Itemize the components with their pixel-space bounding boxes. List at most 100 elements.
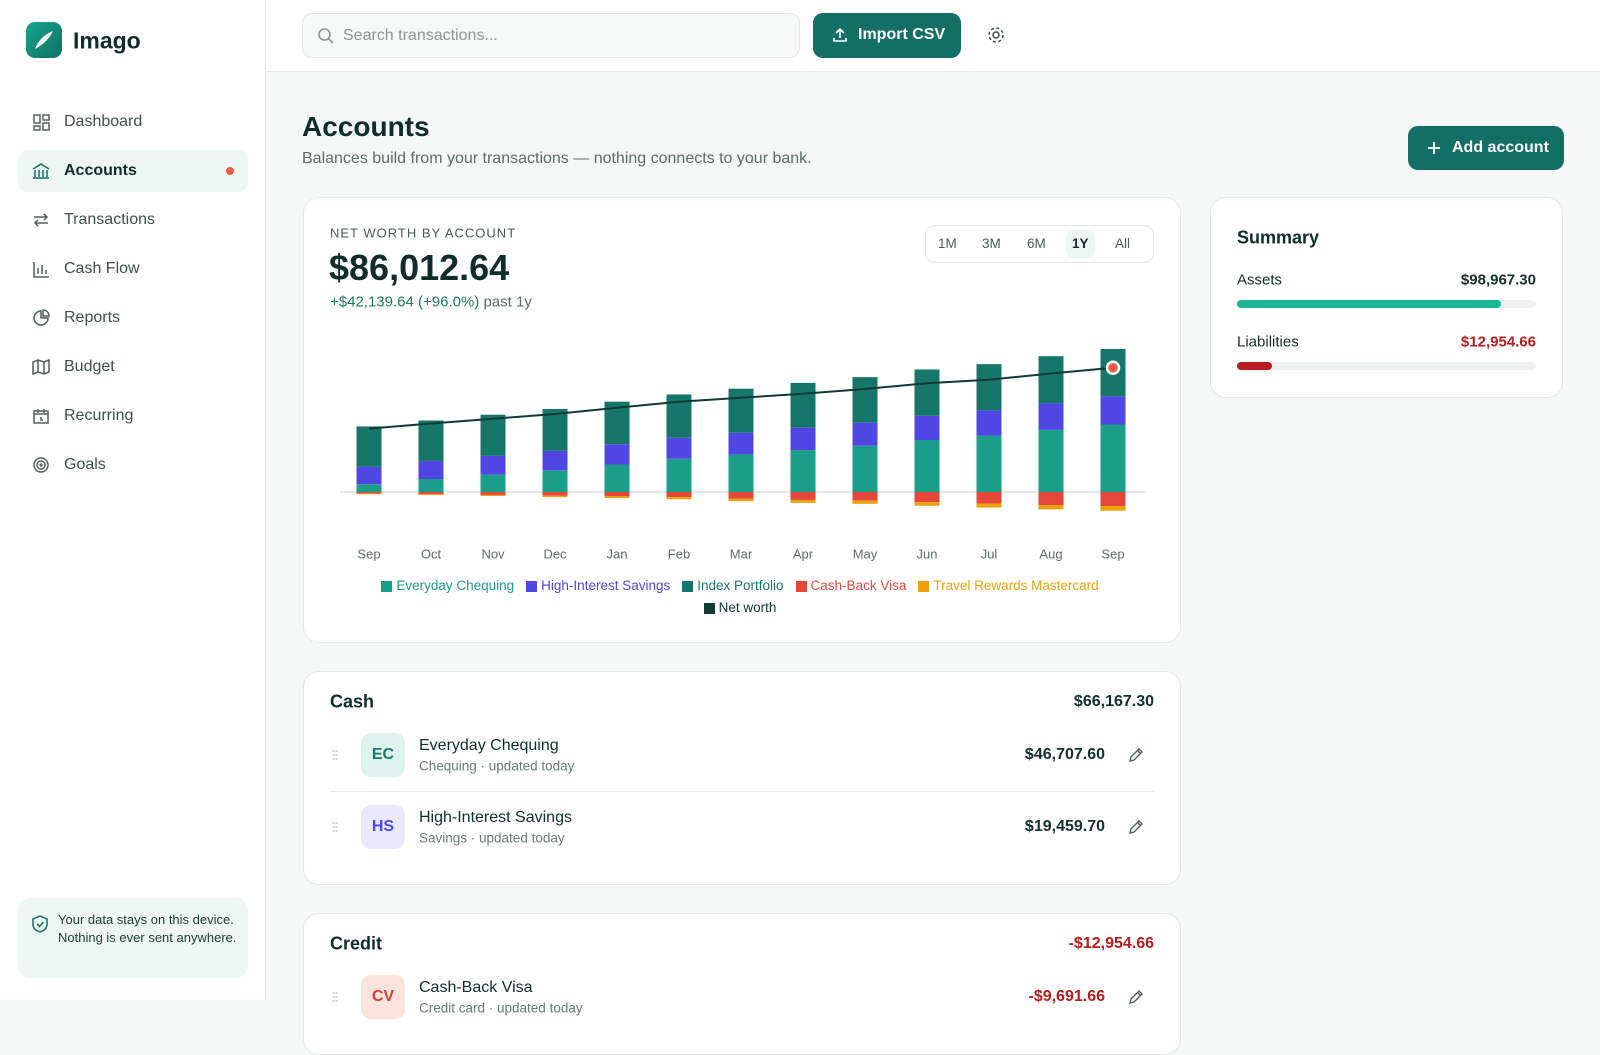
bar-segment bbox=[542, 470, 568, 492]
liabilities-value: $12,954.66 bbox=[1460, 333, 1536, 351]
net-worth-total: $86,012.64 bbox=[329, 247, 510, 288]
drag-handle bbox=[332, 991, 338, 1003]
edit-icon[interactable] bbox=[1127, 988, 1145, 1006]
bar-segment bbox=[914, 369, 940, 416]
bar-segment bbox=[480, 474, 506, 492]
bar-segment bbox=[728, 388, 754, 433]
x-tick-label: Nov bbox=[481, 546, 505, 561]
x-tick-label: Jan bbox=[607, 546, 628, 561]
range-option[interactable]: 1Y bbox=[1066, 230, 1095, 258]
nav-item[interactable]: Transactions bbox=[64, 211, 155, 228]
add-account-label: Add account bbox=[1452, 139, 1549, 156]
x-tick-label: Sep bbox=[1101, 546, 1124, 561]
add-account-button[interactable]: Add account bbox=[1408, 126, 1564, 170]
edit-icon[interactable] bbox=[1127, 818, 1145, 836]
account-group-card bbox=[303, 671, 1181, 885]
nav-item[interactable]: Accounts bbox=[64, 162, 137, 179]
account-meta: Chequing · updated today bbox=[419, 758, 575, 774]
nav-icon-path bbox=[33, 213, 49, 227]
account-name[interactable]: Cash-Back Visa bbox=[419, 979, 533, 996]
account-balance: $46,707.60 bbox=[1024, 746, 1105, 763]
nav-item[interactable]: Goals bbox=[64, 456, 106, 473]
liabilities-track bbox=[1237, 362, 1536, 370]
upload-icon bbox=[833, 27, 847, 42]
bar-segment bbox=[418, 420, 444, 461]
bar-segment bbox=[728, 432, 754, 455]
bar-segment bbox=[542, 495, 568, 498]
nav-item[interactable]: Reports bbox=[64, 309, 121, 326]
bar-segment bbox=[790, 427, 816, 451]
page-subtitle: Balances build from your transactions — … bbox=[302, 150, 812, 167]
x-tick-label: Jul bbox=[981, 546, 998, 561]
account-name[interactable]: High-Interest Savings bbox=[419, 809, 572, 826]
account-balance: -$9,691.66 bbox=[1028, 988, 1105, 1005]
x-tick-label: Aug bbox=[1039, 546, 1062, 561]
group-total: -$12,954.66 bbox=[1068, 935, 1154, 952]
bar-segment bbox=[852, 445, 878, 492]
import-button[interactable]: Import CSV bbox=[813, 13, 961, 58]
x-tick-label: Oct bbox=[421, 546, 442, 561]
range-option[interactable]: 3M bbox=[982, 236, 1001, 251]
legend-swatch bbox=[682, 580, 694, 592]
assets-value: $98,967.30 bbox=[1460, 271, 1536, 289]
nav-icon bbox=[32, 163, 50, 179]
legend-label: Travel Rewards Mastercard bbox=[933, 578, 1099, 593]
edit-icon-path bbox=[1129, 990, 1143, 1004]
bar-segment bbox=[604, 464, 630, 492]
row-divider bbox=[330, 791, 1154, 792]
edit-icon[interactable] bbox=[1127, 746, 1145, 764]
bar-segment bbox=[604, 496, 630, 499]
assets-bar bbox=[1237, 300, 1502, 308]
legend-label: Cash-Back Visa bbox=[810, 578, 907, 593]
nav-icon-path bbox=[33, 457, 49, 473]
bar-segment bbox=[1100, 492, 1126, 507]
nav-icon bbox=[32, 358, 50, 376]
bar-segment bbox=[914, 439, 940, 492]
bar-segment bbox=[728, 454, 754, 492]
range-option[interactable]: 1M bbox=[938, 236, 957, 251]
bar-segment bbox=[1038, 505, 1064, 510]
change-line: +$42,139.64 (+96.0%) past 1y bbox=[330, 294, 532, 311]
search-icon bbox=[318, 28, 334, 44]
nav-item[interactable]: Budget bbox=[64, 358, 115, 375]
legend-swatch bbox=[795, 580, 807, 592]
edit-icon-path bbox=[1129, 820, 1143, 834]
import-label: Import CSV bbox=[858, 26, 946, 43]
nav-item[interactable]: Cash Flow bbox=[64, 260, 140, 277]
liabilities-bar bbox=[1237, 362, 1272, 370]
privacy-box: Your data stays on this device. Nothing … bbox=[18, 898, 248, 978]
bar-segment bbox=[976, 435, 1002, 492]
bar-segment bbox=[790, 499, 816, 503]
bar-segment bbox=[356, 466, 382, 485]
bar-segment bbox=[666, 458, 692, 492]
nav-icon bbox=[33, 309, 50, 326]
chart: Sep Oct Nov Dec Jan Feb Mar Apr May Jun Jul Aug Sep bbox=[340, 349, 1146, 561]
bar-segment bbox=[728, 498, 754, 502]
drag-handle bbox=[332, 821, 338, 833]
legend-label: Net worth bbox=[718, 600, 777, 615]
range-option[interactable]: 6M bbox=[1027, 236, 1046, 251]
bar-segment bbox=[976, 364, 1002, 411]
range-option[interactable]: All bbox=[1115, 236, 1131, 251]
bar-segment bbox=[418, 492, 444, 495]
nav-icon-path bbox=[33, 262, 49, 278]
nav-item[interactable]: Dashboard bbox=[64, 113, 143, 130]
account-name[interactable]: Everyday Chequing bbox=[419, 737, 559, 754]
account-meta: Savings · updated today bbox=[419, 830, 565, 846]
bar-segment bbox=[418, 478, 444, 492]
nav-icon-path bbox=[33, 309, 50, 326]
logo-mark bbox=[35, 31, 53, 49]
legend-item: High-Interest Savings bbox=[526, 576, 670, 596]
bar-segment bbox=[418, 460, 444, 479]
nav-icon-path bbox=[32, 163, 50, 179]
bar-segment bbox=[852, 422, 878, 446]
legend-label: High-Interest Savings bbox=[541, 578, 671, 593]
settings-icon[interactable] bbox=[985, 24, 1007, 46]
legend-item: Everyday Chequing bbox=[381, 576, 514, 596]
legend-item: Index Portfolio bbox=[682, 576, 784, 596]
legend: Everyday Chequing High-Interest Savings In… bbox=[340, 576, 1140, 618]
search[interactable]: Search transactions... bbox=[302, 13, 800, 58]
account-balance: $19,459.70 bbox=[1024, 818, 1105, 835]
edit-icon-path bbox=[1129, 748, 1143, 762]
nav-item[interactable]: Recurring bbox=[64, 407, 134, 424]
